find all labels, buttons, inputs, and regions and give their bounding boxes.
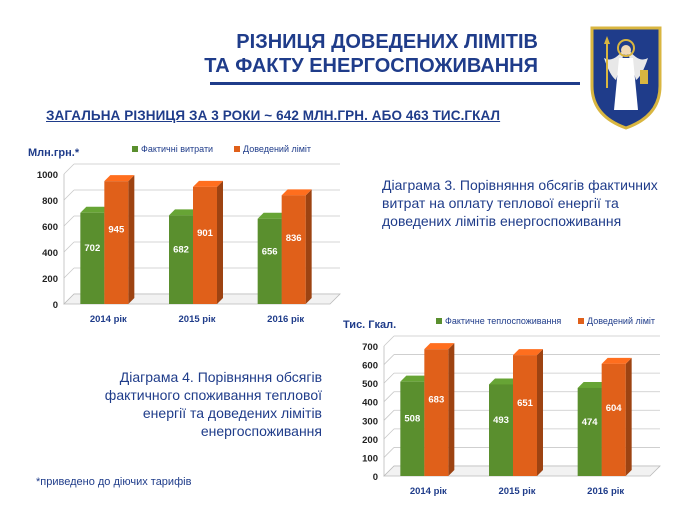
grid-depth-4 [63,189,75,201]
bar-0-2 [577,387,602,476]
bar-1-0 [104,181,129,304]
grid-depth-3 [63,215,75,227]
kyiv-coat-of-arms-icon [590,26,662,130]
grid-depth-1 [383,447,395,458]
bar-side-1-2 [305,189,312,304]
grid-depth-5 [63,163,75,175]
bar-top-1-0 [424,343,455,350]
y-tick-label: 200 [42,274,58,285]
bar-0-0 [400,381,425,476]
bar-1-2 [281,195,306,304]
bar-top-0-1 [169,209,199,216]
y-tick-label: 600 [42,222,58,233]
bar-side-1-0 [448,343,455,476]
grid-depth-1 [63,267,75,279]
bar-top-1-1 [193,180,223,187]
legend-label-0: Фактичне теплоспоживання [445,316,561,326]
chart-costs-caption: Діаграма 3. Порівняння обсягів фактичних… [382,177,658,229]
bar-side-1-0 [128,175,135,304]
bar-top-0-0 [400,375,431,382]
legend-swatch-1 [234,146,240,152]
chart-consumption: 0 100 200 300 400 500 600 700 Тис. Гкал. Фактичне… [340,312,685,502]
bar-side-1-2 [625,357,632,476]
y-tick-label: 600 [362,361,378,372]
y-tick-label: 0 [53,300,58,311]
grid-depth-5 [383,372,395,384]
grid-depth-2 [383,428,395,440]
title-divider [210,82,580,85]
grid-depth-7 [383,335,395,347]
x-tick-label: 2015 рік [499,486,536,497]
grid-depth-4 [383,391,395,402]
legend-swatch-0 [436,318,442,324]
legend-label-1: Доведений ліміт [587,316,655,326]
legend-swatch-1 [578,318,584,324]
data-label-1-0: 683 [428,394,444,405]
page-title: РІЗНИЦЯ ДОВЕДЕНИХ ЛІМІТІВ ТА ФАКТУ ЕНЕРГ… [204,30,538,78]
grid-depth-3 [383,410,395,421]
data-label-0-2: 474 [582,417,599,428]
bar-top-0-2 [257,212,288,219]
bar-0-1 [169,215,193,304]
bar-top-0-0 [80,206,111,213]
bar-top-1-2 [281,189,312,196]
x-tick-label: 2016 рік [267,314,304,325]
data-label-1-1: 901 [197,228,214,239]
bar-top-0-2 [577,381,608,388]
bar-top-0-1 [489,378,519,385]
x-tick-label: 2014 рік [410,486,447,497]
y-tick-label: 0 [373,472,378,483]
bar-top-1-2 [601,357,632,364]
data-label-0-2: 656 [262,247,278,258]
bar-1-1 [193,186,217,304]
y-axis-title: Тис. Гкал. [343,319,396,331]
title-line-2: ТА ФАКТУ ЕНЕРГОСПОЖИВАННЯ [204,55,538,77]
data-label-1-0: 945 [108,225,125,236]
chart-costs-svg: 0 200 400 600 800 1000 Млн.грн.* Фактичні витра… [28,144,341,325]
y-tick-label: 100 [362,453,378,464]
bar-side-1-1 [537,349,543,476]
legend-label-1: Доведений ліміт [243,144,311,154]
grid-depth-2 [63,241,75,253]
bar-1-1 [513,355,537,476]
x-tick-label: 2014 рік [90,314,127,325]
chart-consumption-svg: 0 100 200 300 400 500 600 700 Тис. Гкал. Фактичне… [343,316,661,497]
y-axis-title: Млн.грн.* [28,147,80,159]
legend-swatch-0 [132,146,138,152]
bar-0-1 [489,384,513,476]
data-label-0-0: 702 [84,243,100,254]
y-tick-label: 300 [362,416,378,427]
chart-costs: 0 200 400 600 800 1000 Млн.грн.* Фактичні витра… [20,140,365,330]
data-label-0-1: 682 [173,245,189,256]
data-label-1-2: 836 [286,233,302,244]
legend-label-0: Фактичні витрати [141,144,213,154]
x-tick-label: 2015 рік [179,314,216,325]
grid-depth-6 [383,354,395,365]
title-line-1: РІЗНИЦЯ ДОВЕДЕНИХ ЛІМІТІВ [236,31,538,53]
bar-top-1-1 [513,349,543,356]
data-label-1-1: 651 [517,398,534,409]
bar-0-2 [257,218,282,304]
y-tick-label: 200 [362,435,378,446]
bar-1-0 [424,349,449,476]
x-tick-label: 2016 рік [587,486,624,497]
bar-0-0 [80,212,105,304]
chart-consumption-caption: Діаграма 4. Порівняння обсягів фактичног… [104,369,322,439]
y-tick-label: 400 [362,398,378,409]
y-tick-label: 400 [42,248,58,259]
data-label-0-0: 508 [404,413,420,424]
data-label-1-2: 604 [606,403,623,414]
bar-1-2 [601,363,626,476]
y-tick-label: 700 [362,342,378,353]
y-tick-label: 1000 [37,170,58,181]
summary-subtitle: ЗАГАЛЬНА РІЗНИЦЯ ЗА 3 РОКИ ~ 642 МЛН.ГРН… [46,108,501,123]
footnote: *приведено до діючих тарифів [36,476,192,488]
bar-top-1-0 [104,175,135,182]
data-label-0-1: 493 [493,415,509,426]
bar-side-1-1 [217,180,223,304]
y-tick-label: 800 [42,196,58,207]
y-tick-label: 500 [362,379,378,390]
